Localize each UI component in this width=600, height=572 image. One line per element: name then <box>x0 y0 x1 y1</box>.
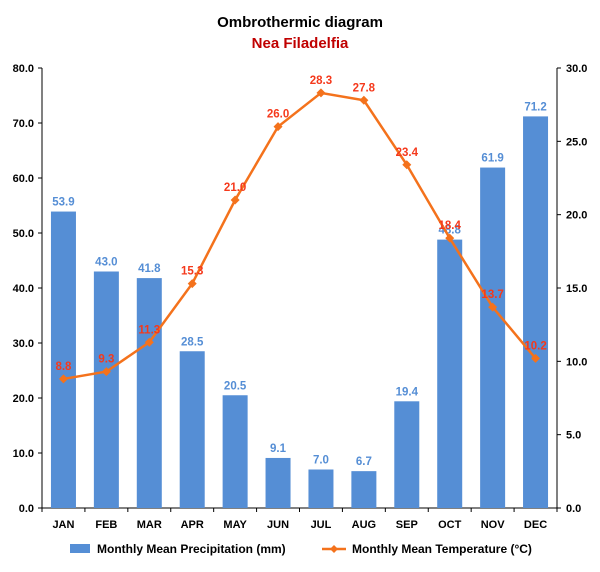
y-left-tick-label: 30.0 <box>13 338 34 350</box>
temperature-point <box>144 337 154 347</box>
x-tick-label: MAR <box>137 519 162 531</box>
temperature-data-label: 21.0 <box>224 182 246 194</box>
y-right-tick-label: 30.0 <box>566 63 587 75</box>
temperature-point <box>488 302 498 312</box>
chart-title: Ombrothermic diagram <box>217 14 383 31</box>
x-tick-label: OCT <box>438 519 462 531</box>
precipitation-bar <box>523 116 549 509</box>
y-right-tick-label: 0.0 <box>566 503 581 515</box>
x-tick-label: JUL <box>311 519 332 531</box>
precipitation-data-label: 7.0 <box>313 455 329 467</box>
x-tick-label: JAN <box>52 519 74 531</box>
temperature-labels: 8.8 9.3 11.3 15.3 21.0 26.0 28.3 27.8 23.4 18.4 13… <box>55 75 546 373</box>
x-tick-label: AUG <box>352 519 376 531</box>
y-right-tick-label: 10.0 <box>566 356 587 368</box>
precipitation-data-label: 61.9 <box>481 153 503 165</box>
temperature-data-label: 10.2 <box>524 340 546 352</box>
precipitation-data-label: 71.2 <box>524 101 546 113</box>
temperature-point <box>187 279 197 289</box>
y-left-tick-label: 0.0 <box>19 503 34 515</box>
precipitation-bar <box>50 211 76 509</box>
y-left-tick-label: 60.0 <box>13 173 34 185</box>
y-left-tick-label: 40.0 <box>13 283 34 295</box>
precipitation-data-label: 6.7 <box>356 456 372 468</box>
temperature-data-label: 9.3 <box>98 354 114 366</box>
temperature-data-label: 18.4 <box>439 220 462 232</box>
temperature-point <box>316 88 326 98</box>
precipitation-labels: 53.943.041.828.520.59.17.0 6.719.448.861.… <box>52 101 546 468</box>
temperature-point <box>101 367 111 377</box>
precipitation-data-label: 53.9 <box>52 197 74 209</box>
precipitation-bar <box>480 167 506 509</box>
precipitation-bar <box>222 395 248 508</box>
precipitation-bar <box>437 239 463 508</box>
temperature-series-line <box>63 91 537 381</box>
precipitation-data-label: 41.8 <box>138 263 161 275</box>
y-left-tick-label: 50.0 <box>13 228 34 240</box>
temperature-line <box>58 88 541 384</box>
precipitation-bar <box>308 469 334 508</box>
precipitation-bars <box>50 116 549 509</box>
x-tick-label: DEC <box>524 519 547 531</box>
precipitation-data-label: 20.5 <box>224 380 247 392</box>
y-right-tick-label: 20.0 <box>566 210 587 222</box>
temperature-data-label: 23.4 <box>396 147 419 159</box>
temperature-data-label: 26.0 <box>267 109 289 121</box>
legend-precipitation-label: Monthly Mean Precipitation (mm) <box>97 542 286 556</box>
precipitation-bar <box>136 278 162 508</box>
temperature-point <box>58 374 68 384</box>
x-tick-label: JUN <box>267 519 289 531</box>
y-left-tick-label: 20.0 <box>13 393 34 405</box>
y-left-tick-label: 10.0 <box>13 448 34 460</box>
chart-legend: Monthly Mean Precipitation (mm) Monthly … <box>70 542 532 556</box>
y-right-tick-label: 25.0 <box>566 136 587 148</box>
chart-subtitle: Nea Filadelfia <box>252 35 349 52</box>
y-right-tick-label: 15.0 <box>566 283 587 295</box>
temperature-data-label: 13.7 <box>481 289 503 301</box>
precipitation-data-label: 43.0 <box>95 257 117 269</box>
x-tick-label: MAY <box>223 519 247 531</box>
x-tick-label: FEB <box>95 519 117 531</box>
y-left-tick-label: 70.0 <box>13 118 34 130</box>
temperature-data-label: 8.8 <box>55 361 72 373</box>
chart-axes: 0.0 10.0 20.0 30.0 40.0 50.0 60.0 70.0 80.0 0.0 5.… <box>13 63 588 531</box>
precipitation-data-label: 28.5 <box>181 336 204 348</box>
temperature-point <box>359 95 369 105</box>
temperature-data-label: 28.3 <box>310 75 332 87</box>
precipitation-bar <box>179 351 205 508</box>
x-tick-label: APR <box>181 519 204 531</box>
temperature-point <box>402 160 412 170</box>
temperature-data-label: 11.3 <box>138 324 160 336</box>
precipitation-bar <box>93 271 119 508</box>
legend-precipitation-swatch <box>70 544 90 553</box>
precipitation-data-label: 19.4 <box>396 386 419 398</box>
precipitation-bar <box>265 457 291 508</box>
precipitation-data-label: 9.1 <box>270 443 287 455</box>
x-tick-label: NOV <box>481 519 506 531</box>
legend-temperature-marker <box>330 545 338 553</box>
y-left-tick-label: 80.0 <box>13 63 34 75</box>
x-tick-label: SEP <box>396 519 418 531</box>
precipitation-bar <box>394 401 420 508</box>
temperature-data-label: 27.8 <box>353 82 376 94</box>
temperature-point <box>531 353 541 363</box>
legend-temperature-label: Monthly Mean Temperature (°C) <box>352 542 532 556</box>
y-right-tick-label: 5.0 <box>566 430 581 442</box>
precipitation-bar <box>351 471 377 508</box>
temperature-point <box>230 195 240 205</box>
temperature-point <box>445 233 455 243</box>
temperature-data-label: 15.3 <box>181 266 203 278</box>
temperature-point <box>273 122 283 132</box>
